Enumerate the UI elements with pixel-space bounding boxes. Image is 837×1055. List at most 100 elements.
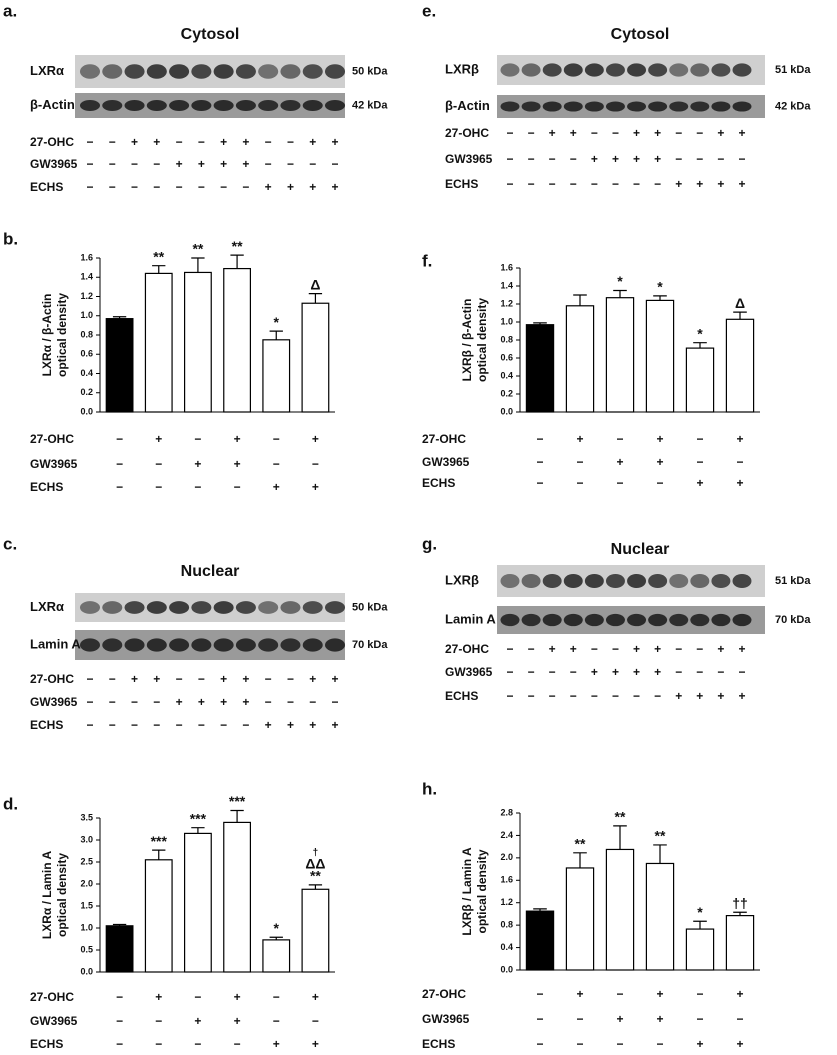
condition-sign: − [738, 665, 745, 679]
kda-label: 50 kDa [352, 65, 388, 77]
blot-band [584, 63, 604, 77]
condition-sign: + [220, 672, 227, 686]
condition-sign: + [194, 457, 201, 471]
condition-sign: − [675, 152, 682, 166]
row-label: Lamin A [445, 611, 496, 626]
row-label: β-Actin [445, 98, 490, 113]
condition-sign: − [654, 177, 661, 191]
row-label: Lamin A [30, 636, 81, 651]
condition-sign: + [176, 695, 183, 709]
condition-name: ECHS [445, 177, 478, 191]
condition-sign: − [528, 665, 535, 679]
blot-band [169, 638, 190, 652]
blot-band [146, 100, 167, 111]
condition-sign: − [265, 135, 272, 149]
condition-sign: + [656, 987, 663, 1001]
blot-band [258, 638, 279, 652]
kda-label: 70 kDa [352, 639, 388, 651]
condition-name: ECHS [445, 689, 478, 703]
y-axis-label: optical density [475, 849, 489, 933]
condition-sign: + [736, 1037, 743, 1050]
y-axis-label: LXRβ / Lamin A [460, 847, 474, 936]
panel-letter: a. [3, 1, 17, 20]
condition-sign: + [309, 718, 316, 732]
bar [525, 910, 555, 971]
blot-band [124, 64, 145, 79]
condition-sign: + [194, 1014, 201, 1028]
significance-label: * [274, 920, 280, 936]
condition-sign: + [633, 665, 640, 679]
condition-name: ECHS [30, 1037, 63, 1050]
condition-sign: + [331, 672, 338, 686]
error-bar [533, 908, 547, 912]
y-tick-label: 1.6 [500, 875, 513, 885]
condition-sign: + [312, 1037, 319, 1050]
blot-band [235, 601, 256, 614]
condition-sign: + [654, 665, 661, 679]
condition-sign: + [616, 455, 623, 469]
condition-name: GW3965 [30, 695, 78, 709]
error-bar [653, 844, 667, 864]
significance-label: †† [732, 895, 748, 911]
condition-sign: − [176, 718, 183, 732]
condition-sign: − [198, 672, 205, 686]
y-tick-label: 1.0 [80, 310, 93, 320]
condition-sign: − [131, 157, 138, 171]
condition-sign: − [570, 177, 577, 191]
error-bar [152, 849, 166, 860]
blot-band [191, 64, 212, 79]
blot-band [542, 101, 562, 112]
condition-sign: − [309, 157, 316, 171]
blot-band [102, 601, 123, 614]
condition-sign: − [696, 1012, 703, 1026]
condition-sign: + [654, 642, 661, 656]
y-tick-label: 1.6 [80, 252, 93, 262]
bar [725, 915, 755, 971]
blot-band [605, 613, 625, 627]
blot-band [648, 101, 668, 112]
condition-sign: + [696, 1037, 703, 1050]
condition-sign: − [576, 455, 583, 469]
condition-sign: − [654, 689, 661, 703]
bar [645, 862, 675, 971]
condition-sign: − [528, 177, 535, 191]
blot-band [521, 613, 541, 627]
y-axis-label: optical density [55, 853, 69, 937]
blot-band [690, 101, 710, 112]
blot-band [521, 101, 541, 112]
significance-label: ** [232, 238, 243, 254]
blot-band [648, 613, 668, 627]
condition-sign: − [675, 665, 682, 679]
y-tick-label: 0.2 [80, 387, 93, 397]
condition-sign: + [549, 126, 556, 140]
blot-band [124, 638, 145, 652]
condition-sign: − [506, 177, 513, 191]
condition-sign: − [736, 1012, 743, 1026]
condition-sign: + [738, 689, 745, 703]
condition-sign: − [109, 180, 116, 194]
condition-sign: − [153, 695, 160, 709]
condition-sign: + [717, 177, 724, 191]
error-bar [613, 289, 627, 298]
condition-sign: + [287, 718, 294, 732]
condition-sign: − [717, 152, 724, 166]
blot-band [324, 64, 346, 79]
condition-sign: − [549, 177, 556, 191]
bar [645, 299, 675, 413]
condition-sign: + [273, 480, 280, 494]
bar [605, 297, 635, 413]
condition-sign: − [86, 180, 93, 194]
condition-sign: + [656, 432, 663, 446]
y-axis-label: optical density [55, 293, 69, 377]
condition-sign: + [616, 1012, 623, 1026]
condition-sign: − [309, 695, 316, 709]
blot-band [605, 101, 625, 112]
blot-band [235, 64, 256, 79]
blot-band [79, 64, 101, 79]
condition-sign: − [528, 126, 535, 140]
condition-sign: + [331, 180, 338, 194]
condition-sign: − [194, 990, 201, 1004]
y-tick-label: 1.2 [500, 298, 513, 308]
condition-sign: − [273, 990, 280, 1004]
blot-band [280, 601, 301, 614]
